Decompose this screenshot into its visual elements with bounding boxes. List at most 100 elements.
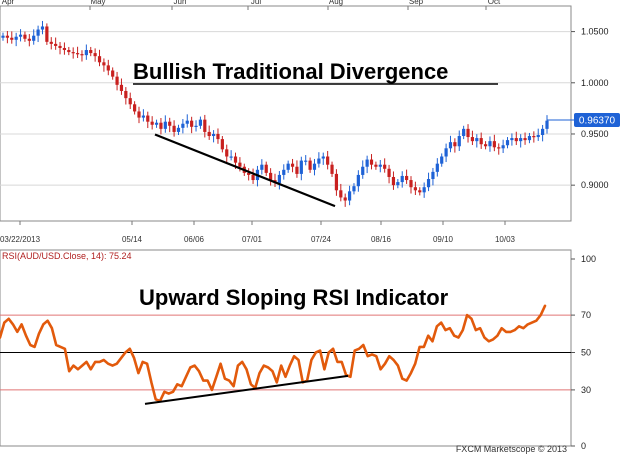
candle-body bbox=[36, 29, 40, 36]
date-label: 08/16 bbox=[371, 235, 392, 244]
price-y-tick-label: 0.9000 bbox=[581, 180, 609, 190]
candle-body bbox=[176, 127, 181, 132]
candle-body bbox=[18, 34, 23, 37]
candle-body bbox=[67, 50, 71, 53]
rsi-y-tick-label: 30 bbox=[581, 385, 591, 395]
month-label: Jun bbox=[174, 0, 187, 6]
candle-body bbox=[185, 120, 189, 124]
candle-body bbox=[383, 164, 387, 169]
candle-body bbox=[181, 123, 185, 128]
candle-body bbox=[519, 138, 523, 142]
candle-body bbox=[27, 38, 31, 41]
rsi-reference-lines bbox=[0, 314, 571, 391]
date-label: 05/14 bbox=[122, 235, 143, 244]
month-label: Jul bbox=[251, 0, 261, 6]
candle-body bbox=[190, 120, 194, 127]
candle-body bbox=[71, 52, 75, 54]
candle-body bbox=[124, 90, 128, 99]
candle-body bbox=[111, 70, 115, 77]
candle-body bbox=[295, 166, 299, 174]
candle-body bbox=[40, 26, 45, 30]
candle-body bbox=[378, 164, 382, 167]
candle-body bbox=[545, 120, 549, 129]
month-label: Oct bbox=[488, 0, 501, 6]
candle-body bbox=[514, 138, 518, 142]
last-price-tag: 0.96370 bbox=[574, 112, 620, 127]
candle-body bbox=[93, 53, 97, 57]
candle-body bbox=[251, 174, 255, 181]
candle-body bbox=[453, 142, 457, 147]
candle-body bbox=[387, 168, 391, 177]
candle-body bbox=[238, 162, 242, 167]
candle-body bbox=[141, 115, 145, 118]
candle-body bbox=[194, 125, 198, 127]
rsi-annotation-title: Upward Sloping RSI Indicator bbox=[139, 285, 449, 310]
date-label: 07/01 bbox=[242, 235, 263, 244]
candle-body bbox=[501, 145, 505, 149]
candle-body bbox=[435, 163, 439, 172]
rsi-divergence-trendline bbox=[144, 374, 349, 405]
candle-body bbox=[58, 45, 62, 48]
rsi-title: RSI(AUD/USD.Close, 14): 75.24 bbox=[2, 251, 132, 261]
price-y-axis: 1.0500 1.0000 0.9500 0.9000 bbox=[571, 27, 609, 190]
candle-body bbox=[229, 156, 233, 158]
candle-body bbox=[497, 147, 501, 149]
candle-body bbox=[541, 128, 545, 135]
last-price-value: 0.96370 bbox=[579, 115, 616, 126]
candle-body bbox=[391, 176, 396, 186]
candle-body bbox=[260, 164, 264, 170]
candle-body bbox=[462, 128, 466, 137]
candle-body bbox=[339, 190, 343, 198]
candle-body bbox=[422, 187, 426, 193]
candle-body bbox=[5, 35, 9, 38]
candle-body bbox=[536, 135, 540, 138]
price-gridlines bbox=[0, 31, 571, 186]
date-label: 10/03 bbox=[495, 235, 516, 244]
price-panel: 1.0500 1.0000 0.9500 0.9000 Apr May Jun Jul Aug… bbox=[0, 0, 620, 244]
candle-body bbox=[163, 121, 167, 129]
month-label: May bbox=[90, 0, 105, 6]
candle-body bbox=[321, 156, 325, 159]
date-label: 03/22/2013 bbox=[0, 235, 41, 244]
candle-body bbox=[527, 136, 532, 141]
candle-body bbox=[312, 163, 317, 170]
candle-body bbox=[483, 144, 488, 147]
candle-body bbox=[168, 121, 172, 126]
candle-body bbox=[523, 138, 527, 141]
candle-body bbox=[532, 136, 536, 138]
month-label: Aug bbox=[329, 0, 343, 6]
price-divergence-trendline bbox=[154, 133, 336, 208]
candle-body bbox=[282, 169, 286, 175]
month-label: Sep bbox=[409, 0, 424, 6]
candle-body bbox=[102, 62, 106, 66]
rsi-y-tick-label: 50 bbox=[581, 348, 591, 358]
price-candles bbox=[1, 20, 574, 207]
candle-body bbox=[365, 159, 369, 167]
candle-body bbox=[216, 133, 220, 140]
candle-body bbox=[225, 149, 229, 157]
candle-body bbox=[32, 35, 36, 41]
candle-body bbox=[150, 121, 154, 125]
price-plot-area bbox=[0, 5, 572, 222]
candle-body bbox=[62, 47, 67, 51]
candle-body bbox=[374, 164, 378, 167]
candle-body bbox=[347, 191, 352, 201]
candle-body bbox=[492, 141, 496, 148]
candle-body bbox=[89, 50, 93, 54]
candle-body bbox=[356, 174, 360, 187]
candle-body bbox=[14, 36, 18, 40]
candle-body bbox=[115, 76, 119, 85]
price-annotation-title: Bullish Traditional Divergence bbox=[133, 59, 448, 84]
price-y-tick-label: 1.0000 bbox=[581, 78, 609, 88]
candle-body bbox=[510, 138, 514, 141]
candle-body bbox=[475, 138, 479, 142]
candle-body bbox=[308, 160, 312, 170]
candle-body bbox=[431, 171, 435, 180]
candle-body bbox=[466, 128, 470, 138]
candle-body bbox=[409, 180, 413, 188]
candle-body bbox=[1, 35, 5, 38]
candle-body bbox=[326, 156, 330, 165]
rsi-panel: RSI(AUD/USD.Close, 14): 75.24 100 70 50 30 0… bbox=[0, 249, 596, 451]
candle-body bbox=[10, 37, 14, 40]
candle-body bbox=[286, 163, 290, 170]
